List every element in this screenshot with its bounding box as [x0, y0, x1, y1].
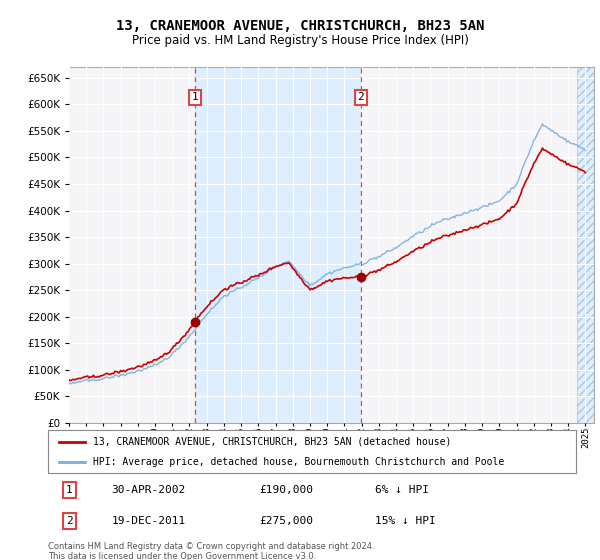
- Text: 13, CRANEMOOR AVENUE, CHRISTCHURCH, BH23 5AN: 13, CRANEMOOR AVENUE, CHRISTCHURCH, BH23…: [116, 20, 484, 34]
- Bar: [195, 67, 361, 423]
- Text: Contains HM Land Registry data © Crown copyright and database right 2024.
This d: Contains HM Land Registry data © Crown c…: [48, 542, 374, 560]
- Text: HPI: Average price, detached house, Bournemouth Christchurch and Poole: HPI: Average price, detached house, Bour…: [93, 457, 504, 467]
- Text: 15% ↓ HPI: 15% ↓ HPI: [376, 516, 436, 526]
- Text: 19-DEC-2011: 19-DEC-2011: [112, 516, 185, 526]
- Text: 6% ↓ HPI: 6% ↓ HPI: [376, 485, 430, 495]
- Text: Price paid vs. HM Land Registry's House Price Index (HPI): Price paid vs. HM Land Registry's House …: [131, 34, 469, 48]
- Text: 30-APR-2002: 30-APR-2002: [112, 485, 185, 495]
- Text: 2: 2: [358, 92, 364, 102]
- Text: 2: 2: [66, 516, 73, 526]
- Text: 13, CRANEMOOR AVENUE, CHRISTCHURCH, BH23 5AN (detached house): 13, CRANEMOOR AVENUE, CHRISTCHURCH, BH23…: [93, 437, 451, 447]
- Text: £190,000: £190,000: [259, 485, 313, 495]
- Text: 1: 1: [192, 92, 199, 102]
- Text: 1: 1: [66, 485, 73, 495]
- Text: £275,000: £275,000: [259, 516, 313, 526]
